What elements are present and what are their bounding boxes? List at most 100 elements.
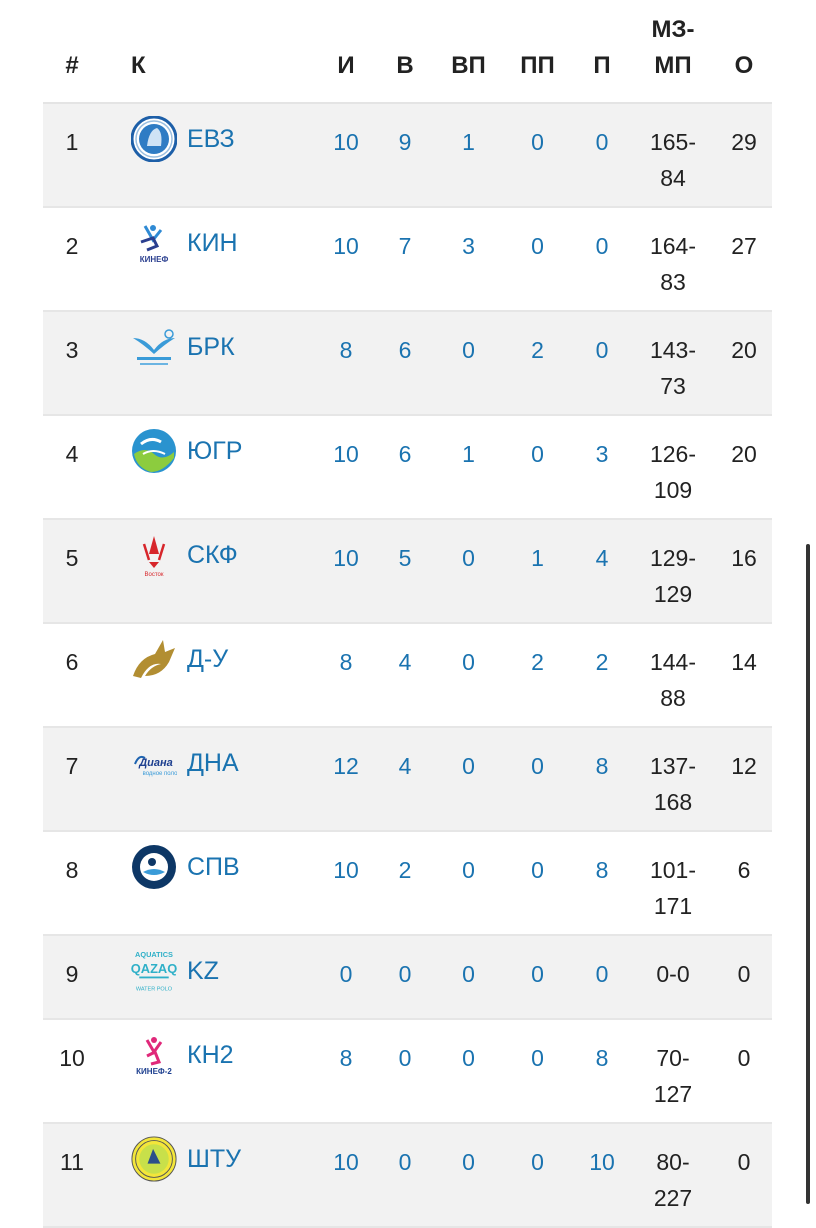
- team-name[interactable]: Д-У: [187, 645, 229, 673]
- team-name[interactable]: ШТУ: [187, 1145, 242, 1173]
- losses-cell: 3: [574, 415, 630, 520]
- losses-cell: 2: [574, 623, 630, 728]
- team-cell[interactable]: ЮГР: [101, 415, 318, 520]
- team-name[interactable]: СПВ: [187, 853, 240, 881]
- header-wins[interactable]: В: [374, 0, 436, 104]
- points-cell: 0: [716, 1019, 772, 1124]
- ot-losses-cell: 0: [501, 831, 574, 936]
- team-link[interactable]: Восток СКФ: [131, 532, 318, 578]
- svg-text:QAZAQ: QAZAQ: [131, 961, 177, 976]
- team-link[interactable]: СПВ: [131, 844, 318, 890]
- table-row: 10 КИНЕФ-2 КН2 8 0 0 0 8 70-127 0: [43, 1019, 772, 1124]
- team-name[interactable]: ЮГР: [187, 437, 243, 465]
- team-link[interactable]: Д-У: [131, 636, 318, 682]
- goals-cell: 143-73: [630, 311, 716, 416]
- yugra-logo: [131, 428, 177, 474]
- header-games[interactable]: И: [318, 0, 374, 104]
- ot-wins-cell: 1: [436, 103, 501, 208]
- wins-cell: 0: [374, 935, 436, 1020]
- position-cell: 8: [43, 831, 101, 936]
- wins-cell: 4: [374, 623, 436, 728]
- position-cell: 6: [43, 623, 101, 728]
- header-ot-losses[interactable]: ПП: [501, 0, 574, 104]
- svg-text:Восток: Восток: [145, 572, 164, 578]
- header-ot-wins[interactable]: ВП: [436, 0, 501, 104]
- table-row: 5 Восток СКФ 10 5 0 1 4 129-129 16: [43, 519, 772, 624]
- wins-cell: 7: [374, 207, 436, 312]
- points-cell: 6: [716, 831, 772, 936]
- games-cell: 10: [318, 831, 374, 936]
- header-row: # К И В ВП ПП П МЗ-МП О: [43, 0, 772, 104]
- team-name[interactable]: KZ: [187, 957, 219, 985]
- team-link[interactable]: БРК: [131, 324, 318, 370]
- points-cell: 16: [716, 519, 772, 624]
- ot-losses-cell: 0: [501, 207, 574, 312]
- ot-wins-cell: 0: [436, 311, 501, 416]
- team-name[interactable]: ДНА: [187, 749, 239, 777]
- header-points[interactable]: О: [716, 0, 772, 104]
- team-cell[interactable]: БРК: [101, 311, 318, 416]
- ot-wins-cell: 0: [436, 1123, 501, 1228]
- ot-wins-cell: 0: [436, 727, 501, 832]
- goals-cell: 80-227: [630, 1123, 716, 1228]
- team-link[interactable]: КИНЕФ КИН: [131, 220, 318, 266]
- svg-text:водное поло: водное поло: [143, 771, 177, 777]
- header-goals[interactable]: МЗ-МП: [630, 0, 716, 104]
- games-cell: 8: [318, 623, 374, 728]
- diana-logo: Диана водное поло: [131, 740, 177, 786]
- ot-losses-cell: 1: [501, 519, 574, 624]
- ot-wins-cell: 0: [436, 623, 501, 728]
- position-cell: 3: [43, 311, 101, 416]
- team-cell[interactable]: ЕВЗ: [101, 103, 318, 208]
- points-cell: 27: [716, 207, 772, 312]
- position-cell: 11: [43, 1123, 101, 1228]
- games-cell: 8: [318, 1019, 374, 1124]
- scrollbar[interactable]: [806, 544, 810, 1204]
- team-cell[interactable]: Д-У: [101, 623, 318, 728]
- position-cell: 9: [43, 935, 101, 1020]
- games-cell: 10: [318, 1123, 374, 1228]
- header-team[interactable]: К: [101, 0, 318, 104]
- header-pos[interactable]: #: [43, 0, 101, 104]
- table-row: 8 СПВ 10 2 0 0 8 101-171 6: [43, 831, 772, 936]
- ot-losses-cell: 0: [501, 935, 574, 1020]
- goals-cell: 101-171: [630, 831, 716, 936]
- team-cell[interactable]: КИНЕФ-2 КН2: [101, 1019, 318, 1124]
- team-name[interactable]: КН2: [187, 1041, 234, 1069]
- wins-cell: 5: [374, 519, 436, 624]
- wins-cell: 6: [374, 311, 436, 416]
- games-cell: 8: [318, 311, 374, 416]
- team-name[interactable]: БРК: [187, 333, 235, 361]
- games-cell: 12: [318, 727, 374, 832]
- team-link[interactable]: ЮГР: [131, 428, 318, 474]
- points-cell: 29: [716, 103, 772, 208]
- losses-cell: 0: [574, 207, 630, 312]
- team-cell[interactable]: Восток СКФ: [101, 519, 318, 624]
- team-name[interactable]: СКФ: [187, 541, 238, 569]
- team-cell[interactable]: КИНЕФ КИН: [101, 207, 318, 312]
- team-cell[interactable]: Диана водное поло ДНА: [101, 727, 318, 832]
- team-link[interactable]: ШТУ: [131, 1136, 318, 1182]
- team-link[interactable]: КИНЕФ-2 КН2: [131, 1032, 318, 1078]
- losses-cell: 8: [574, 1019, 630, 1124]
- team-link[interactable]: AQUATICS QAZAQ WATER POLO KZ: [131, 948, 318, 994]
- team-link[interactable]: ЕВЗ: [131, 116, 318, 162]
- team-cell[interactable]: СПВ: [101, 831, 318, 936]
- team-cell[interactable]: ШТУ: [101, 1123, 318, 1228]
- goals-cell: 144-88: [630, 623, 716, 728]
- ot-losses-cell: 2: [501, 311, 574, 416]
- points-cell: 20: [716, 415, 772, 520]
- team-name[interactable]: КИН: [187, 229, 238, 257]
- team-cell[interactable]: AQUATICS QAZAQ WATER POLO KZ: [101, 935, 318, 1020]
- team-name[interactable]: ЕВЗ: [187, 125, 235, 153]
- team-link[interactable]: Диана водное поло ДНА: [131, 740, 318, 786]
- goals-cell: 165-84: [630, 103, 716, 208]
- ot-wins-cell: 0: [436, 935, 501, 1020]
- points-cell: 20: [716, 311, 772, 416]
- losses-cell: 4: [574, 519, 630, 624]
- dynamo-ufa-logo: [131, 636, 177, 682]
- svg-text:AQUATICS: AQUATICS: [135, 950, 173, 959]
- header-losses[interactable]: П: [574, 0, 630, 104]
- svg-text:Диана: Диана: [138, 757, 173, 769]
- losses-cell: 8: [574, 727, 630, 832]
